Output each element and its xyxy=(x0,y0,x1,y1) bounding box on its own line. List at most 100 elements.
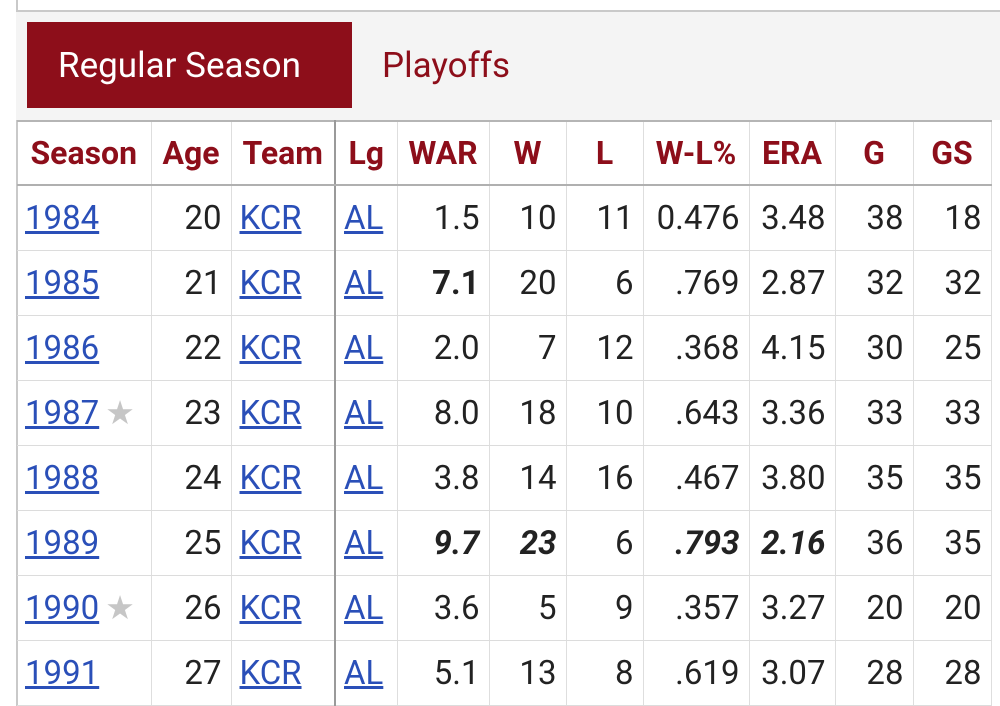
season-link[interactable]: 1989 xyxy=(25,523,100,563)
games-cell: 32 xyxy=(835,250,914,316)
era-cell: 3.07 xyxy=(749,640,836,706)
games-cell: 33 xyxy=(835,380,914,446)
age-cell: 22 xyxy=(151,315,232,381)
losses-cell: 10 xyxy=(566,380,644,446)
season-cell: 1990 ★ xyxy=(17,575,152,641)
team-link[interactable]: KCR xyxy=(239,523,302,563)
age-cell: 27 xyxy=(151,640,232,706)
table-row: 1988★ 24 KCR AL 3.8 14 16 .467 3.80 35 3… xyxy=(17,445,992,511)
column-header-l[interactable]: L xyxy=(566,121,644,186)
all-star-icon: ★ xyxy=(105,394,135,433)
table-row: 1986★ 22 KCR AL 2.0 7 12 .368 4.15 30 25 xyxy=(17,315,992,381)
losses-cell: 8 xyxy=(566,640,644,706)
column-header-gs[interactable]: GS xyxy=(913,121,992,186)
games-cell: 28 xyxy=(835,640,914,706)
team-cell: KCR xyxy=(231,185,336,251)
era-cell: 3.48 xyxy=(749,185,836,251)
league-link[interactable]: AL xyxy=(344,328,384,368)
season-link[interactable]: 1987 xyxy=(25,394,100,433)
losses-cell: 9 xyxy=(566,575,644,641)
all-star-icon: ★ xyxy=(105,589,135,628)
league-link[interactable]: AL xyxy=(344,653,384,693)
war-cell: 8.0 xyxy=(397,380,490,446)
league-link[interactable]: AL xyxy=(344,458,384,498)
games-started-cell: 20 xyxy=(913,575,992,641)
age-cell: 23 xyxy=(151,380,232,446)
team-link[interactable]: KCR xyxy=(239,198,302,238)
team-link[interactable]: KCR xyxy=(239,588,302,628)
season-link[interactable]: 1986 xyxy=(25,328,100,368)
season-link[interactable]: 1990 xyxy=(25,589,100,628)
win-loss-pct-cell: .619 xyxy=(643,640,750,706)
league-cell: AL xyxy=(335,575,398,641)
age-cell: 25 xyxy=(151,510,232,576)
table-row: 1991★ 27 KCR AL 5.1 13 8 .619 3.07 28 28 xyxy=(17,640,992,706)
win-loss-pct-cell: .357 xyxy=(643,575,750,641)
era-cell: 2.16 xyxy=(749,510,836,576)
league-cell: AL xyxy=(335,250,398,316)
team-link[interactable]: KCR xyxy=(239,393,302,433)
season-link[interactable]: 1984 xyxy=(25,198,100,238)
war-cell: 5.1 xyxy=(397,640,490,706)
league-cell: AL xyxy=(335,640,398,706)
era-cell: 3.80 xyxy=(749,445,836,511)
wins-cell: 14 xyxy=(489,445,567,511)
league-link[interactable]: AL xyxy=(344,263,384,303)
age-cell: 24 xyxy=(151,445,232,511)
column-header-age[interactable]: Age xyxy=(151,121,232,186)
column-header-team[interactable]: Team xyxy=(231,121,336,186)
column-header-war[interactable]: WAR xyxy=(397,121,490,186)
games-cell: 20 xyxy=(835,575,914,641)
column-header-era[interactable]: ERA xyxy=(749,121,836,186)
team-link[interactable]: KCR xyxy=(239,328,302,368)
era-cell: 2.87 xyxy=(749,250,836,316)
season-link[interactable]: 1988 xyxy=(25,458,100,498)
league-cell: AL xyxy=(335,445,398,511)
tab-regular-season[interactable]: Regular Season xyxy=(27,22,352,108)
league-link[interactable]: AL xyxy=(344,588,384,628)
season-link[interactable]: 1991 xyxy=(25,653,100,693)
losses-cell: 6 xyxy=(566,510,644,576)
team-cell: KCR xyxy=(231,640,336,706)
era-cell: 3.36 xyxy=(749,380,836,446)
war-cell: 7.1 xyxy=(397,250,490,316)
team-cell: KCR xyxy=(231,250,336,316)
games-started-cell: 32 xyxy=(913,250,992,316)
team-link[interactable]: KCR xyxy=(239,653,302,693)
games-cell: 35 xyxy=(835,445,914,511)
era-cell: 3.27 xyxy=(749,575,836,641)
column-header-w[interactable]: W xyxy=(489,121,567,186)
wins-cell: 10 xyxy=(489,185,567,251)
games-started-cell: 18 xyxy=(913,185,992,251)
age-cell: 21 xyxy=(151,250,232,316)
league-link[interactable]: AL xyxy=(344,393,384,433)
table-row: 1989★ 25 KCR AL 9.7 23 6 .793 2.16 36 35 xyxy=(17,510,992,576)
league-cell: AL xyxy=(335,185,398,251)
team-link[interactable]: KCR xyxy=(239,263,302,303)
column-header-wl-pct[interactable]: W-L% xyxy=(643,121,750,186)
league-link[interactable]: AL xyxy=(344,198,384,238)
games-started-cell: 33 xyxy=(913,380,992,446)
season-link[interactable]: 1985 xyxy=(25,263,100,303)
wins-cell: 20 xyxy=(489,250,567,316)
season-tab-bar: Regular Season Playoffs xyxy=(16,10,1000,120)
losses-cell: 16 xyxy=(566,445,644,511)
war-cell: 9.7 xyxy=(397,510,490,576)
games-started-cell: 25 xyxy=(913,315,992,381)
win-loss-pct-cell: .769 xyxy=(643,250,750,316)
column-header-lg[interactable]: Lg xyxy=(335,121,398,186)
league-link[interactable]: AL xyxy=(344,523,384,563)
column-header-season[interactable]: Season xyxy=(17,121,152,186)
wins-cell: 13 xyxy=(489,640,567,706)
table-row: 1985★ 21 KCR AL 7.1 20 6 .769 2.87 32 32 xyxy=(17,250,992,316)
column-header-g[interactable]: G xyxy=(835,121,914,186)
win-loss-pct-cell: .643 xyxy=(643,380,750,446)
team-link[interactable]: KCR xyxy=(239,458,302,498)
season-cell: 1984★ xyxy=(17,185,152,251)
wins-cell: 23 xyxy=(489,510,567,576)
losses-cell: 11 xyxy=(566,185,644,251)
table-header-row: Season Age Team Lg WAR W L W-L% ERA G GS xyxy=(17,121,992,186)
losses-cell: 12 xyxy=(566,315,644,381)
table-body: 1984★ 20 KCR AL 1.5 10 11 0.476 3.48 38 … xyxy=(17,185,992,706)
tab-playoffs[interactable]: Playoffs xyxy=(382,44,511,86)
